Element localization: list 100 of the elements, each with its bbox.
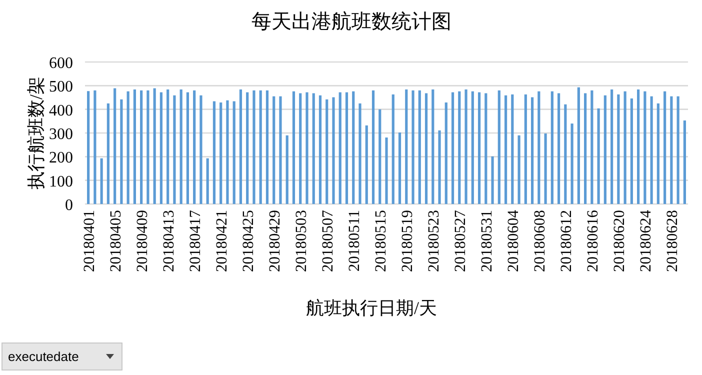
x-tick-label: 20180401 <box>80 210 98 272</box>
bar <box>252 90 256 204</box>
y-axis-title: 执行航班数/架 <box>26 76 46 190</box>
bar <box>106 103 110 204</box>
bar <box>226 100 229 204</box>
bar <box>200 95 202 204</box>
bar <box>173 95 176 204</box>
bar <box>232 101 236 204</box>
bar <box>610 89 614 204</box>
bar <box>617 94 620 204</box>
bar <box>220 102 222 204</box>
bar <box>491 156 494 204</box>
bar <box>332 97 335 204</box>
x-tick-label: 20180417 <box>186 210 204 272</box>
x-tick-label: 20180531 <box>478 210 496 272</box>
bar <box>604 95 606 204</box>
y-tick-label: 200 <box>49 150 73 167</box>
bar <box>524 94 527 204</box>
bar <box>259 90 262 204</box>
bar <box>424 93 428 204</box>
x-tick-label: 20180608 <box>531 210 548 272</box>
bar <box>630 98 633 204</box>
bar <box>412 90 414 204</box>
x-tick-label: 20180425 <box>240 210 257 272</box>
x-tick-label: 20180523 <box>425 210 442 272</box>
x-tick-label: 20180519 <box>398 210 416 272</box>
bar <box>266 90 269 204</box>
x-tick-label: 20180620 <box>610 210 628 272</box>
bar <box>405 89 408 204</box>
x-tick-label: 20180413 <box>160 210 178 272</box>
bar <box>577 87 580 204</box>
bar <box>432 89 434 204</box>
bar <box>160 92 163 204</box>
bar <box>564 104 567 204</box>
bar <box>246 92 249 204</box>
x-tick-label: 20180405 <box>107 210 124 272</box>
bar <box>451 92 454 204</box>
bar <box>94 90 96 204</box>
x-tick-label: 20180429 <box>266 210 284 272</box>
bar <box>166 89 170 204</box>
bar <box>530 97 534 204</box>
y-tick-label: 400 <box>49 102 73 120</box>
bar <box>286 135 288 204</box>
bar <box>504 95 508 204</box>
bar <box>518 135 520 204</box>
x-tick-label: 20180612 <box>558 210 575 272</box>
bar <box>650 96 653 204</box>
bar <box>590 90 594 204</box>
bar <box>471 91 474 204</box>
bar <box>299 93 302 204</box>
bar <box>484 93 488 204</box>
y-tick-label: 500 <box>49 78 73 96</box>
x-tick-label: 20180511 <box>346 210 363 272</box>
bar <box>212 101 216 204</box>
bar <box>656 103 660 204</box>
bar <box>318 95 322 204</box>
bar <box>550 91 554 204</box>
bar <box>385 137 388 204</box>
bar <box>140 90 143 204</box>
field-button: executedate <box>2 342 122 370</box>
x-tick-label: 20180616 <box>584 210 602 272</box>
bar <box>683 120 686 204</box>
x-tick-label: 20180409 <box>134 210 151 272</box>
bar <box>133 89 136 204</box>
bar <box>153 88 156 204</box>
bar <box>279 96 282 204</box>
bar <box>584 93 587 204</box>
bar <box>444 102 448 204</box>
y-tick-label: 600 <box>49 55 73 72</box>
y-tick-label: 100 <box>49 173 73 190</box>
bar <box>100 158 103 204</box>
bar <box>637 89 640 204</box>
bar <box>458 91 461 204</box>
chart-title: 每天出港航班数统计图 <box>252 11 452 33</box>
bar <box>292 91 296 204</box>
x-tick-label: 20180527 <box>452 210 469 272</box>
y-tick-label: 300 <box>49 126 73 143</box>
x-axis-title: 航班执行日期/天 <box>306 298 438 318</box>
bar <box>478 92 481 204</box>
bar <box>239 89 242 204</box>
bar <box>352 91 355 204</box>
bar <box>392 94 394 204</box>
bar <box>511 94 514 204</box>
bar <box>126 91 130 204</box>
bar <box>120 99 123 204</box>
bar <box>464 89 468 204</box>
bar <box>206 158 209 204</box>
x-tick-label: 20180624 <box>637 210 654 272</box>
bar <box>557 93 560 204</box>
bar <box>538 91 540 204</box>
bar <box>358 103 362 204</box>
bar <box>624 91 626 204</box>
bar <box>676 96 680 204</box>
bar <box>365 125 368 204</box>
bar <box>644 91 646 204</box>
bar <box>670 96 673 204</box>
bar <box>272 96 276 204</box>
bar <box>544 133 547 204</box>
bar <box>498 90 500 204</box>
x-tick-label: 20180515 <box>372 210 390 272</box>
